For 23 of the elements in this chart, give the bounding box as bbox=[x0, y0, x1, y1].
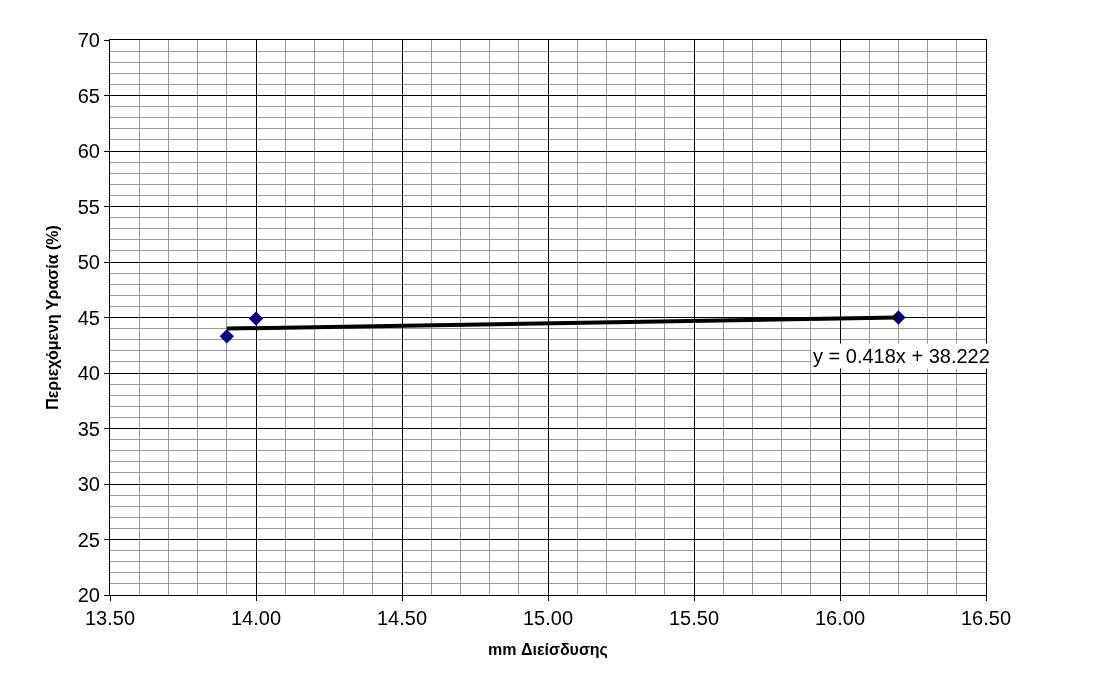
x-tick-label: 16.50 bbox=[960, 607, 1012, 629]
y-tick-label: 60 bbox=[77, 140, 100, 162]
annotation: y = 0.418x + 38.222 bbox=[813, 345, 990, 367]
y-tick-label: 70 bbox=[77, 29, 100, 51]
x-tick-label: 13.50 bbox=[84, 607, 136, 629]
y-tick-label: 55 bbox=[77, 195, 100, 218]
x-tick-label: 14.50 bbox=[376, 607, 428, 629]
y-tick-label: 40 bbox=[77, 362, 100, 384]
y-tick-label: 65 bbox=[77, 84, 100, 107]
y-tick-label: 20 bbox=[77, 584, 100, 606]
point bbox=[219, 329, 234, 344]
x-tick-label: 14.00 bbox=[230, 607, 282, 629]
x-tick-label: 15.50 bbox=[668, 607, 720, 629]
x-tick-label: 15.00 bbox=[522, 607, 574, 629]
y-tick-label: 45 bbox=[77, 306, 100, 329]
x-tick-label: 16.00 bbox=[814, 607, 866, 629]
y-tick-label: 35 bbox=[77, 417, 100, 440]
y-tick-label: 25 bbox=[77, 528, 100, 551]
y-axis-title: Περιεχόμενη Υρασία (%) bbox=[43, 225, 61, 410]
point bbox=[248, 311, 264, 326]
y-tick-label: 50 bbox=[77, 251, 100, 273]
y-tick-label: 30 bbox=[77, 473, 100, 495]
x-axis-title: mm Διείσδυσης bbox=[488, 640, 608, 659]
